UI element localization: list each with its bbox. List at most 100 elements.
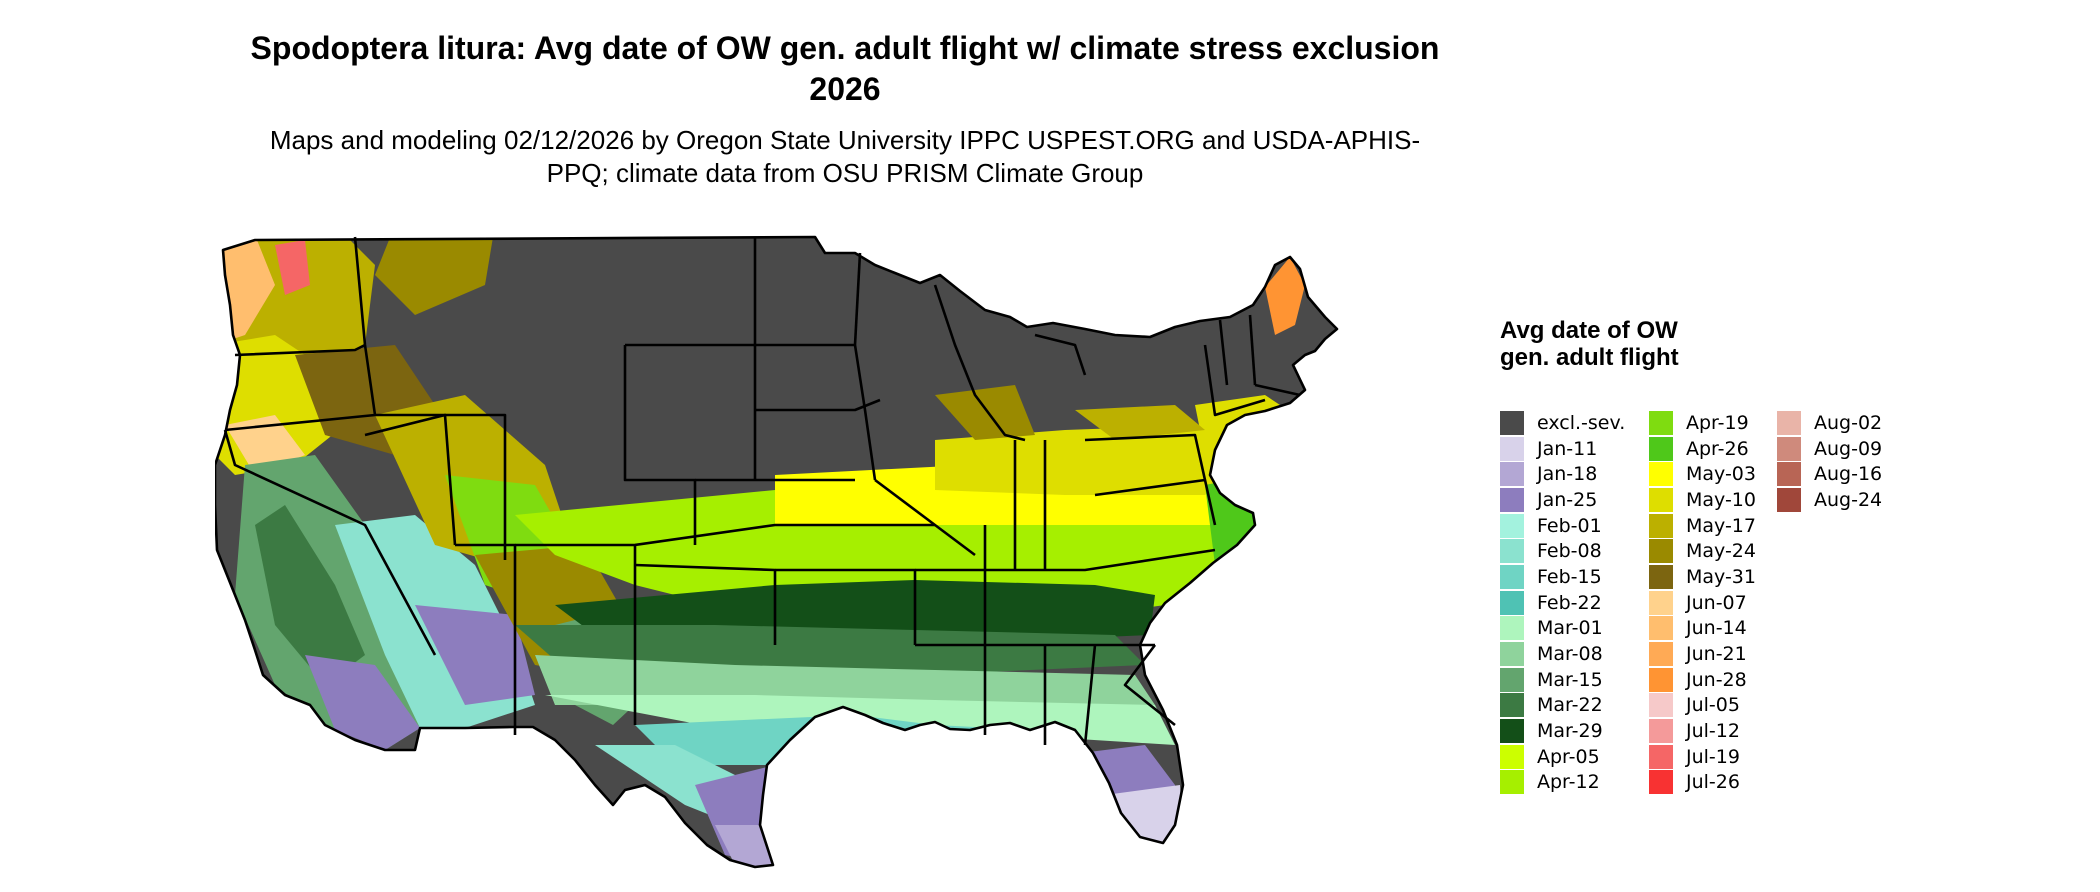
legend-item: May-10 bbox=[1649, 487, 1777, 513]
legend-item: Feb-01 bbox=[1500, 513, 1649, 539]
legend-label: May-31 bbox=[1686, 565, 1756, 588]
legend-swatch bbox=[1649, 642, 1673, 667]
legend-item: Jun-07 bbox=[1649, 590, 1777, 616]
legend-swatch bbox=[1777, 436, 1801, 461]
legend-item: Feb-15 bbox=[1500, 564, 1649, 590]
legend-item: Jan-25 bbox=[1500, 487, 1649, 513]
legend-swatch bbox=[1500, 436, 1524, 461]
legend-item: May-24 bbox=[1649, 538, 1777, 564]
legend-item: Jun-21 bbox=[1649, 641, 1777, 667]
legend-item: Aug-09 bbox=[1777, 436, 1917, 462]
map-title: Spodoptera litura: Avg date of OW gen. a… bbox=[250, 30, 1440, 107]
legend-item: Apr-26 bbox=[1649, 436, 1777, 462]
legend-swatch bbox=[1777, 487, 1801, 512]
legend-label: Apr-12 bbox=[1537, 771, 1600, 794]
legend-item: Aug-16 bbox=[1777, 461, 1917, 487]
legend-label: Aug-02 bbox=[1814, 411, 1883, 434]
legend-swatch bbox=[1649, 564, 1673, 589]
legend-item: Jun-28 bbox=[1649, 667, 1777, 693]
legend-item: excl.-sev. bbox=[1500, 410, 1649, 436]
legend-item: May-03 bbox=[1649, 461, 1777, 487]
legend-item: Mar-29 bbox=[1500, 718, 1649, 744]
legend-swatch bbox=[1649, 410, 1673, 435]
legend-item: Jul-19 bbox=[1649, 744, 1777, 770]
legend-swatch bbox=[1649, 616, 1673, 641]
legend-swatch bbox=[1649, 693, 1673, 718]
legend-item: Mar-01 bbox=[1500, 616, 1649, 642]
legend-swatch bbox=[1649, 744, 1673, 769]
legend-swatch bbox=[1500, 590, 1524, 615]
legend-swatch bbox=[1500, 564, 1524, 589]
legend-swatch bbox=[1649, 719, 1673, 744]
legend-swatch bbox=[1500, 616, 1524, 641]
legend-label: Jul-05 bbox=[1686, 694, 1740, 717]
legend-swatch bbox=[1500, 487, 1524, 512]
legend-label: May-10 bbox=[1686, 488, 1756, 511]
legend-swatch bbox=[1500, 719, 1524, 744]
legend-item: Jul-05 bbox=[1649, 693, 1777, 719]
legend-label: Jul-12 bbox=[1686, 720, 1740, 743]
legend-swatch bbox=[1500, 693, 1524, 718]
legend-label: Jun-21 bbox=[1686, 643, 1747, 666]
legend-item: Apr-12 bbox=[1500, 770, 1649, 796]
legend-swatch bbox=[1777, 462, 1801, 487]
legend-swatch bbox=[1500, 744, 1524, 769]
legend-item: Jan-11 bbox=[1500, 436, 1649, 462]
legend-item: Jan-18 bbox=[1500, 461, 1649, 487]
legend-item: May-31 bbox=[1649, 564, 1777, 590]
legend-swatch bbox=[1649, 667, 1673, 692]
legend-label: Mar-22 bbox=[1537, 694, 1603, 717]
legend-swatch bbox=[1500, 513, 1524, 538]
legend-swatch bbox=[1500, 462, 1524, 487]
legend-label: Apr-19 bbox=[1686, 411, 1749, 434]
legend-item: Feb-22 bbox=[1500, 590, 1649, 616]
map-subtitle: Maps and modeling 02/12/2026 by Oregon S… bbox=[269, 125, 1421, 188]
legend-item: Apr-19 bbox=[1649, 410, 1777, 436]
legend-label: Jun-07 bbox=[1686, 591, 1747, 614]
legend-item: Apr-05 bbox=[1500, 744, 1649, 770]
legend-swatch bbox=[1649, 436, 1673, 461]
us-map bbox=[215, 235, 1339, 869]
legend-swatch bbox=[1649, 462, 1673, 487]
legend-swatch bbox=[1649, 539, 1673, 564]
legend-label: Apr-05 bbox=[1537, 745, 1600, 768]
legend-item: Mar-22 bbox=[1500, 693, 1649, 719]
legend-label: May-03 bbox=[1686, 463, 1756, 486]
legend-swatch bbox=[1500, 642, 1524, 667]
legend-swatch bbox=[1500, 667, 1524, 692]
legend-swatch bbox=[1500, 539, 1524, 564]
legend-label: Feb-08 bbox=[1537, 540, 1602, 563]
legend-item: Mar-15 bbox=[1500, 667, 1649, 693]
legend-label: Jul-26 bbox=[1686, 771, 1740, 794]
legend-swatch bbox=[1649, 590, 1673, 615]
legend-label: Jun-14 bbox=[1686, 617, 1747, 640]
legend-label: Jan-11 bbox=[1537, 437, 1598, 460]
legend-label: excl.-sev. bbox=[1537, 411, 1626, 434]
legend-label: Feb-15 bbox=[1537, 565, 1602, 588]
legend-swatch bbox=[1649, 513, 1673, 538]
legend-label: Jan-18 bbox=[1537, 463, 1598, 486]
legend-label: Mar-15 bbox=[1537, 668, 1603, 691]
legend-label: Mar-01 bbox=[1537, 617, 1603, 640]
legend-item: Feb-08 bbox=[1500, 538, 1649, 564]
legend-item: May-17 bbox=[1649, 513, 1777, 539]
legend-label: Jan-25 bbox=[1537, 488, 1598, 511]
legend-label: Aug-16 bbox=[1814, 463, 1883, 486]
legend-item: Mar-08 bbox=[1500, 641, 1649, 667]
legend-swatch bbox=[1649, 770, 1673, 795]
legend-item: Jun-14 bbox=[1649, 616, 1777, 642]
legend-label: Jun-28 bbox=[1686, 668, 1747, 691]
legend-item: Jul-12 bbox=[1649, 718, 1777, 744]
legend-label: Apr-26 bbox=[1686, 437, 1749, 460]
legend-label: Mar-08 bbox=[1537, 643, 1603, 666]
legend-item: Aug-24 bbox=[1777, 487, 1917, 513]
legend-label: Jul-19 bbox=[1686, 745, 1740, 768]
legend-label: Aug-24 bbox=[1814, 488, 1883, 511]
legend-swatch bbox=[1500, 410, 1524, 435]
legend-label: Feb-01 bbox=[1537, 514, 1602, 537]
legend-label: Mar-29 bbox=[1537, 720, 1603, 743]
legend-label: May-24 bbox=[1686, 540, 1756, 563]
legend-label: Aug-09 bbox=[1814, 437, 1883, 460]
legend-label: Feb-22 bbox=[1537, 591, 1602, 614]
legend: excl.-sev. Jan-11 Jan-18 Jan-25 Feb-01 Feb-08… bbox=[1500, 410, 1917, 795]
